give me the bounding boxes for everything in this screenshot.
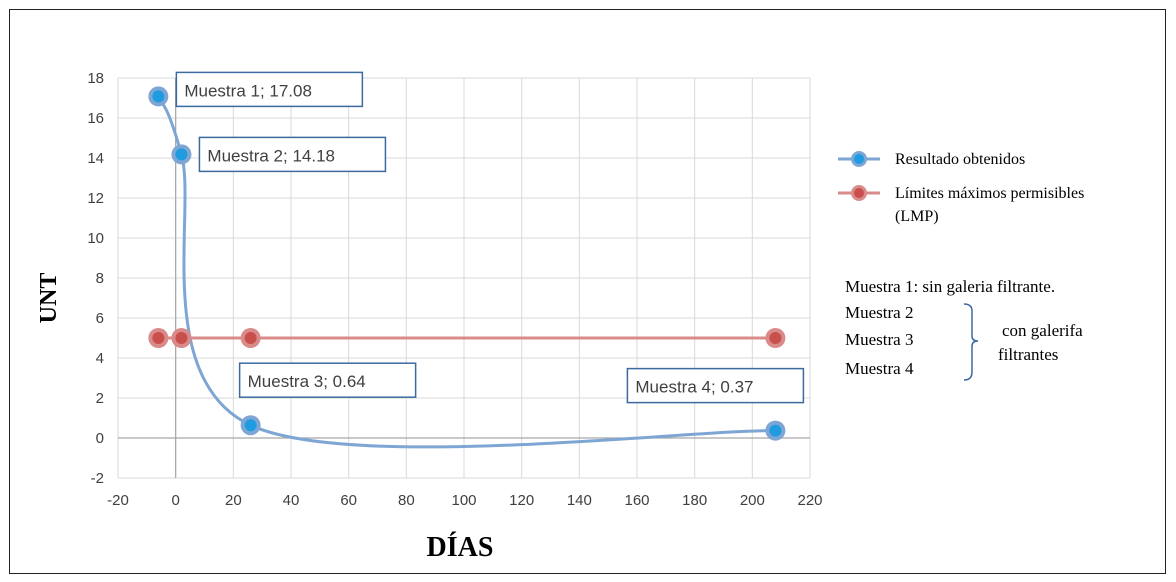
- y-tick-label: 18: [87, 70, 104, 87]
- y-tick-label: 14: [87, 150, 104, 167]
- data-label-box: [238, 362, 417, 398]
- legend-item-lmp: Límites máximos permisibles (LMP): [838, 185, 1084, 225]
- x-tick-label: 220: [797, 492, 822, 509]
- x-axis-title: DÍAS: [427, 532, 494, 563]
- y-tick-label: -2: [91, 470, 104, 487]
- y-tick-label: 6: [96, 310, 104, 327]
- x-tick-label: 80: [398, 492, 415, 509]
- x-tick-label: 40: [283, 492, 300, 509]
- data-label: Muestra 1; 17.08: [184, 81, 312, 100]
- y-tick-label: 10: [87, 230, 104, 247]
- data-label: Muestra 2; 14.18: [207, 146, 335, 165]
- x-tick-label: 160: [624, 492, 649, 509]
- legend-label-lmp-line1: Límites máximos permisibles: [895, 185, 1084, 202]
- sample-notes: Muestra 1: sin galeria filtrante. Muestr…: [845, 277, 1083, 381]
- legend-marker-lmp: [854, 188, 864, 198]
- y-tick-label: 4: [96, 350, 104, 367]
- y-tick-label: 12: [87, 190, 104, 207]
- x-tick-label: 200: [740, 492, 765, 509]
- note-group-label-line2: filtrantes: [998, 345, 1058, 364]
- marker-lmp: [244, 332, 257, 344]
- x-tick-label: 140: [567, 492, 592, 509]
- x-tick-label: 0: [171, 492, 179, 509]
- marker-lmp: [152, 332, 165, 344]
- x-tick-label: 120: [509, 492, 534, 509]
- series-markers: [148, 86, 786, 441]
- marker-resultados: [152, 90, 165, 103]
- legend-label-lmp-line2: (LMP): [895, 208, 939, 225]
- data-label-box: [198, 136, 387, 173]
- legend-marker-resultados: [854, 154, 864, 164]
- marker-lmp: [769, 332, 782, 344]
- x-tick-label: 20: [225, 492, 242, 509]
- note-muestra-1: Muestra 1: sin galeria filtrante.: [845, 277, 1055, 296]
- legend-label-resultados: Resultado obtenidos: [895, 151, 1025, 168]
- marker-resultados: [769, 424, 782, 437]
- marker-resultados: [244, 419, 257, 432]
- marker-resultados: [175, 148, 188, 161]
- x-tick-label: 180: [682, 492, 707, 509]
- x-tick-label: 60: [340, 492, 357, 509]
- grid: [117, 77, 811, 479]
- y-tick-label: 2: [96, 390, 104, 407]
- data-labels: Muestra 1; 17.08 Muestra 2; 14.18 Muestra …: [175, 71, 805, 404]
- note-muestra-3: Muestra 3: [845, 330, 913, 349]
- data-label-box: [626, 367, 805, 404]
- note-muestra-4: Muestra 4: [845, 359, 914, 378]
- axes: [118, 78, 810, 478]
- y-tick-labels: -2 0 2 4 6 8 10 12 14 16 18: [87, 70, 104, 487]
- y-tick-label: 8: [96, 270, 104, 287]
- data-label: Muestra 3; 0.64: [248, 372, 366, 391]
- note-muestra-2: Muestra 2: [845, 303, 913, 322]
- y-axis-title: UNT: [36, 273, 62, 324]
- legend: Resultado obtenidos Límites máximos perm…: [838, 151, 1084, 225]
- y-tick-label: 0: [96, 430, 104, 447]
- note-group-label-line1: con galerifa: [1002, 321, 1083, 340]
- x-tick-label: -20: [107, 492, 129, 509]
- y-tick-label: 16: [87, 110, 104, 127]
- note-brace: [963, 303, 979, 381]
- data-label: Muestra 4; 0.37: [635, 378, 753, 397]
- marker-lmp: [175, 332, 188, 344]
- x-tick-labels: -20 0 20 40 60 80 100 120 140 160 180 200 220: [107, 492, 822, 509]
- data-label-box: [175, 71, 364, 108]
- x-tick-label: 100: [451, 492, 476, 509]
- legend-item-resultados: Resultado obtenidos: [838, 151, 1025, 168]
